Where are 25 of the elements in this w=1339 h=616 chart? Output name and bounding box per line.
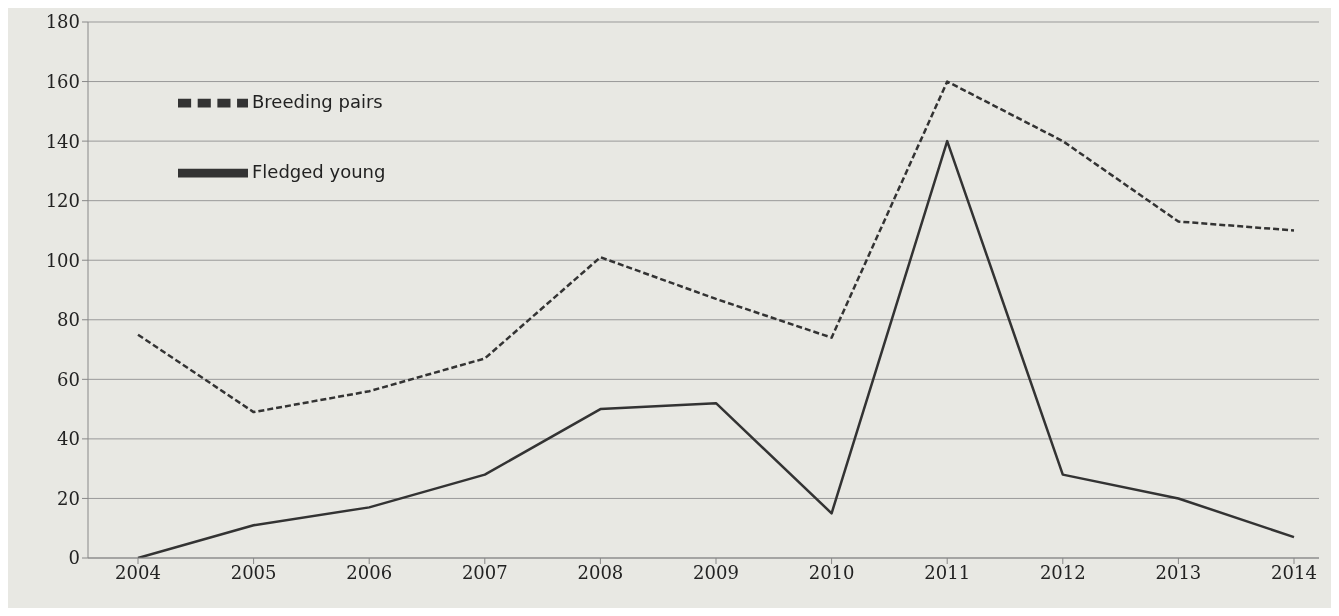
line-series: [136, 139, 1296, 558]
y-tick-label: 140: [45, 130, 80, 152]
x-tick-label: 2011: [924, 561, 971, 583]
x-tick-label: 2013: [1155, 561, 1202, 583]
y-tick-label: 180: [45, 11, 80, 33]
y-tick-label: 40: [57, 428, 80, 450]
y-tick-label: 60: [57, 368, 80, 390]
x-tick-label: 2010: [808, 561, 855, 583]
y-tick-label: 120: [45, 190, 80, 212]
y-tick-label: 0: [68, 547, 80, 569]
y-tick-label: 100: [45, 249, 80, 271]
y-tick-label: 20: [57, 487, 80, 509]
x-tick-label: 2006: [346, 561, 393, 583]
x-tick-label: 2004: [115, 561, 161, 583]
legend-label: Breeding pairs: [252, 91, 383, 112]
x-tick-label: 2009: [693, 561, 739, 583]
legend-label: Fledged young: [252, 161, 386, 182]
x-tick-label: 2008: [577, 561, 624, 583]
line-series: [136, 80, 1296, 414]
x-tick-label: 2005: [230, 561, 277, 583]
x-tick-label: 2012: [1039, 561, 1086, 583]
x-tick-label: 2007: [461, 561, 508, 583]
y-tick-label: 80: [57, 309, 80, 331]
y-tick-label: 160: [45, 70, 80, 92]
x-tick-label: 2014: [1271, 561, 1317, 583]
